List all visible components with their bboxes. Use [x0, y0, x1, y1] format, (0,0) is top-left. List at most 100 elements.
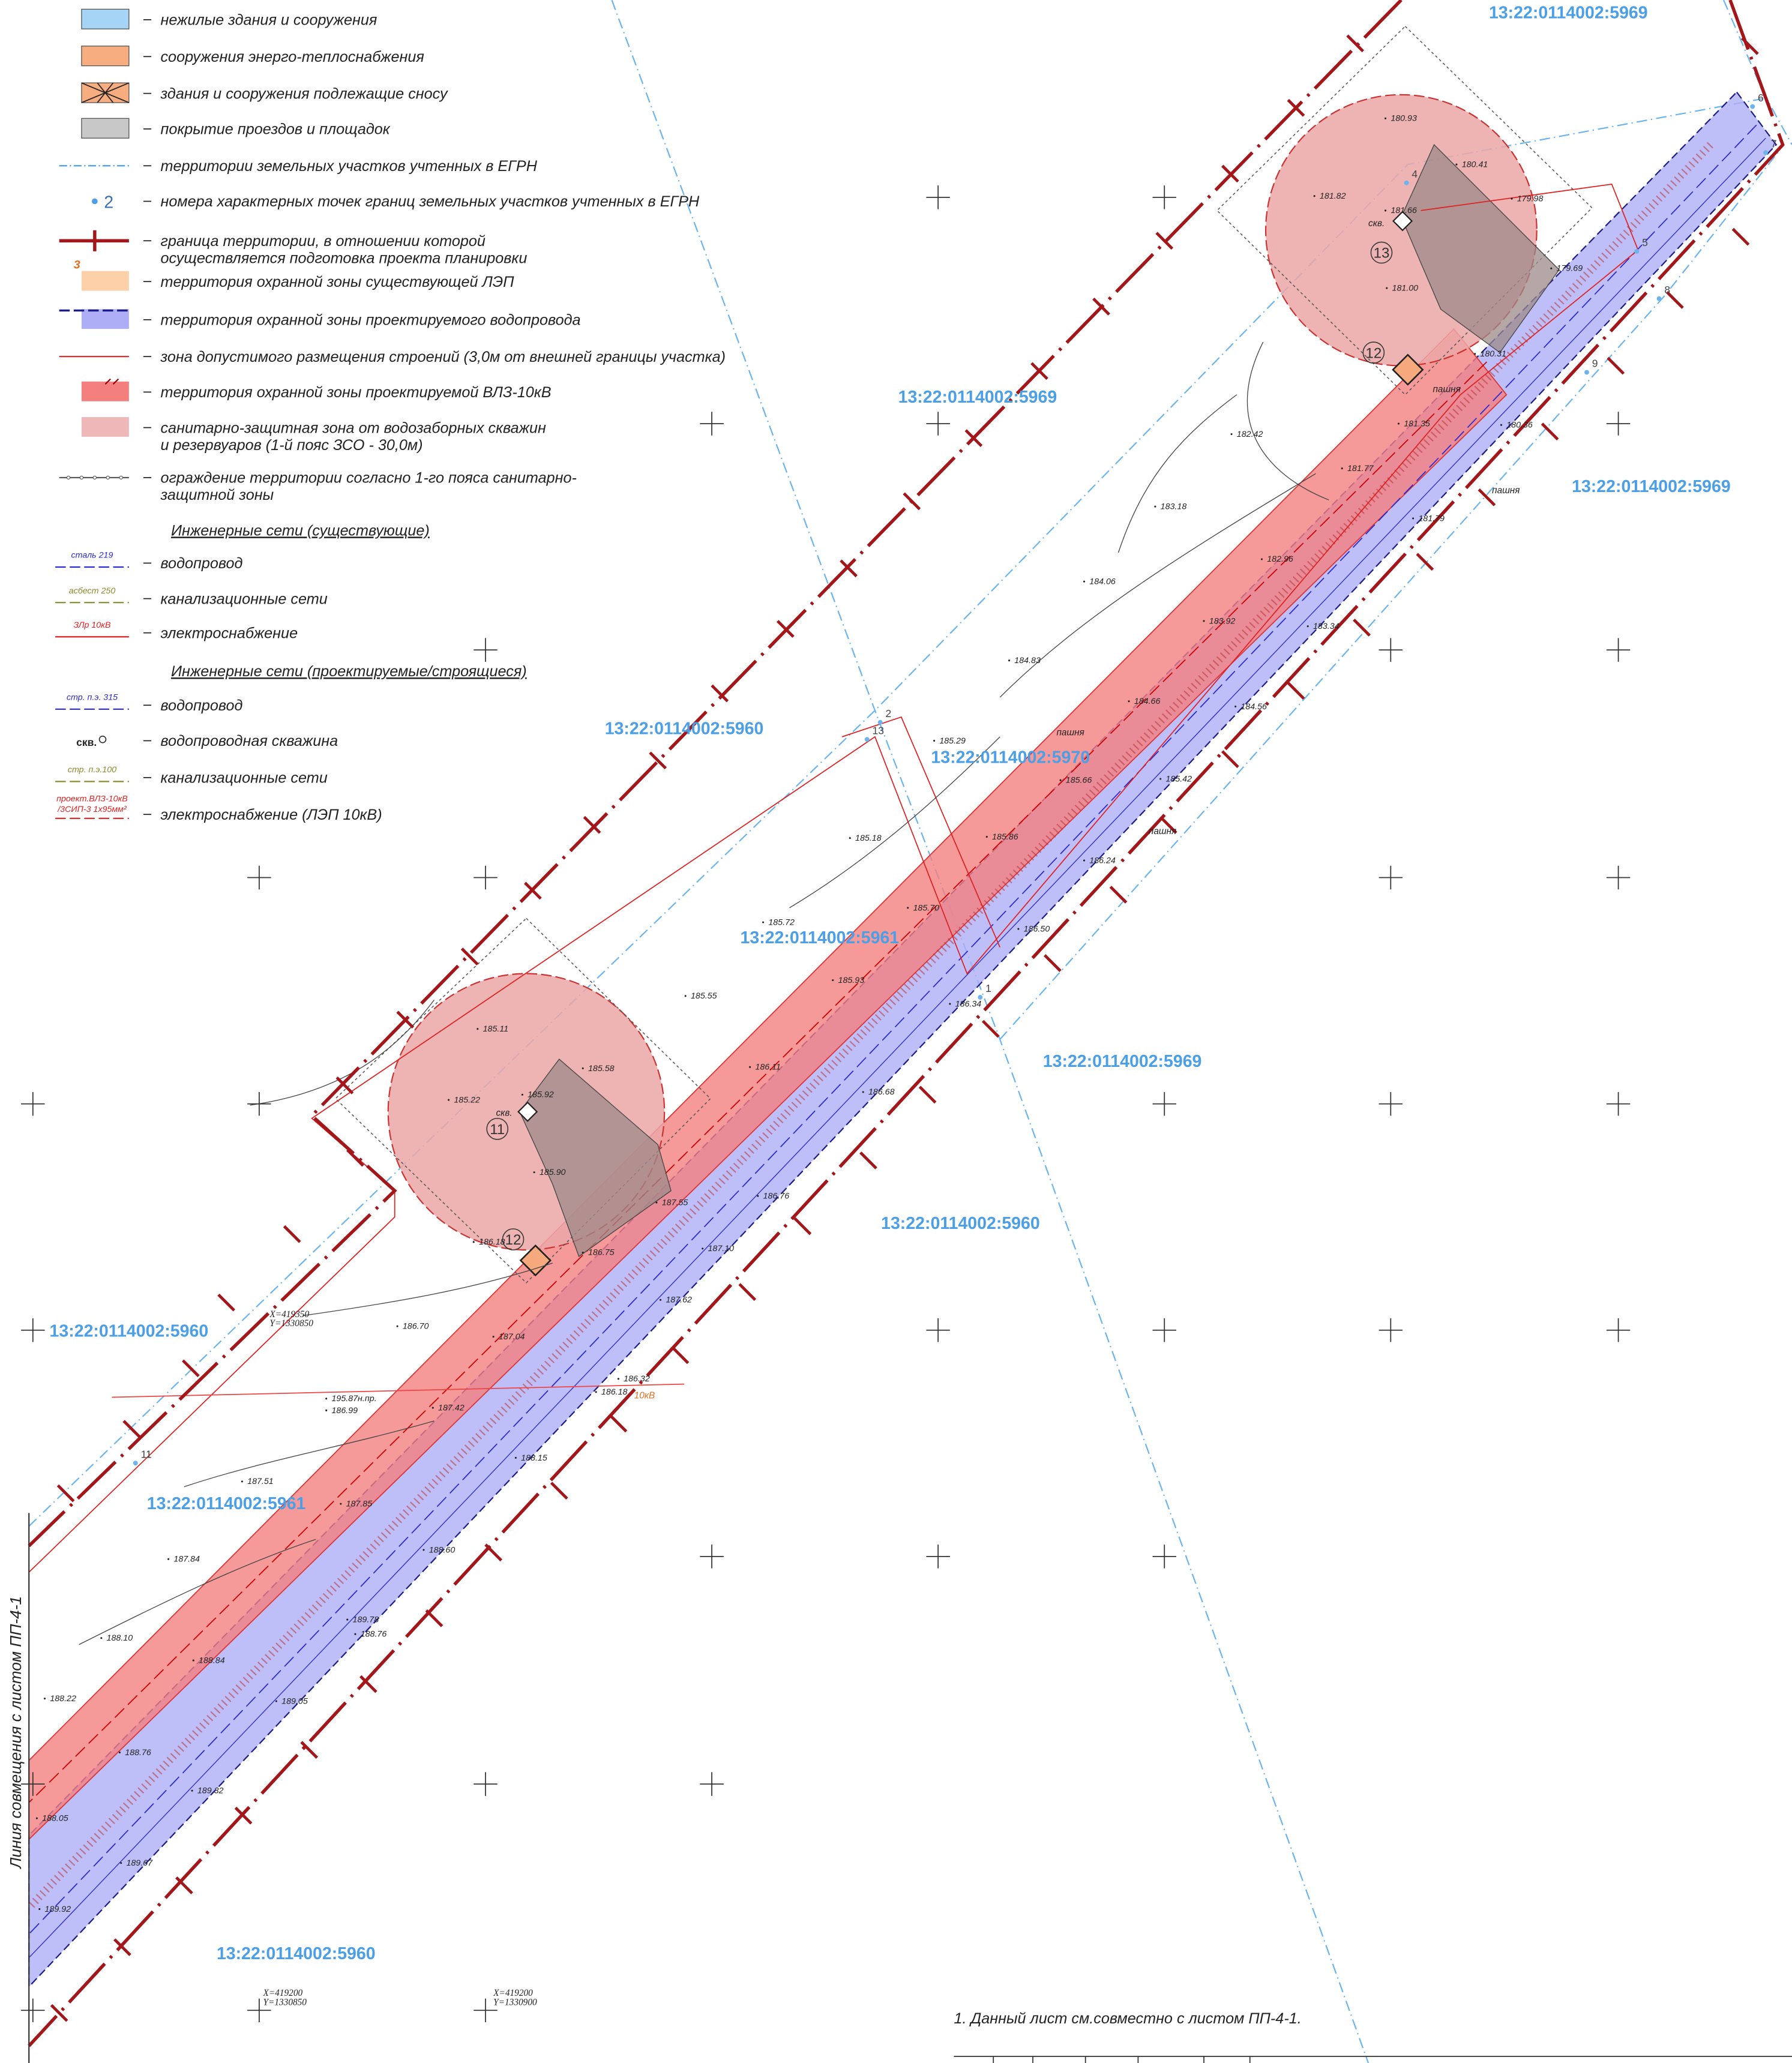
- parcel-label: 13:22:0114002:5969: [1489, 4, 1648, 23]
- water-pipe: [28, 124, 1757, 1935]
- elevation-label: 185.11: [483, 1024, 509, 1034]
- elevation-label: 185.18: [855, 833, 882, 843]
- legend-swatch: [81, 8, 130, 29]
- elevation-point: [1083, 580, 1086, 583]
- grid-cross: [1152, 1545, 1176, 1569]
- boundary-tick: [859, 1152, 877, 1170]
- legend-label: номера характерных точек границ земельны…: [160, 193, 700, 210]
- elevation-label: 181.66: [1391, 206, 1417, 215]
- elevation-point: [1511, 197, 1513, 200]
- legend-label: водопровод: [160, 697, 242, 714]
- elevation-label: 186.75: [588, 1248, 615, 1258]
- grid-cross: [1152, 1318, 1176, 1342]
- elevation-point: [1260, 558, 1263, 560]
- boundary-point: [1656, 296, 1662, 301]
- boundary-tick: [793, 1217, 812, 1236]
- boundary-tick: [1478, 488, 1496, 506]
- elevation-point: [933, 739, 936, 742]
- elevation-point: [1313, 195, 1315, 197]
- elevation-label: 189.92: [45, 1905, 71, 1914]
- elevation-label: 184.06: [1089, 577, 1116, 587]
- legend-label: нежилые здания и сооружения: [160, 12, 377, 29]
- boundary-tick: [1155, 232, 1174, 250]
- boundary-tick: [981, 1019, 1000, 1038]
- elevation-label: 186.24: [1089, 856, 1116, 865]
- grid-cross: [1379, 1092, 1403, 1116]
- boundary-tick: [1044, 954, 1062, 972]
- elevation-label: 188.60: [429, 1545, 456, 1555]
- elevation-label: 185.42: [1165, 774, 1192, 784]
- power-line: [28, 361, 1487, 1803]
- map-label: скв.: [496, 1108, 513, 1118]
- grid-cross: [1606, 1092, 1631, 1116]
- elevation-point: [595, 1391, 597, 1393]
- elevation-label: 187.42: [438, 1403, 465, 1413]
- point-number: 6: [1758, 92, 1764, 104]
- legend-dot: [119, 475, 123, 480]
- elevation-point: [1412, 517, 1415, 520]
- elevation-point: [1159, 778, 1162, 780]
- elevation-point: [1385, 117, 1387, 119]
- elevation-point: [192, 1659, 194, 1662]
- boundary-tick: [1287, 98, 1305, 117]
- boundary-tick: [175, 1876, 193, 1894]
- parcel-label: 13:22:0114002:5960: [881, 1214, 1040, 1233]
- elevation-label: 188.84: [199, 1656, 225, 1665]
- elevation-label: 181.00: [1392, 284, 1419, 293]
- boundary-tick: [583, 815, 601, 834]
- elevation-point: [1083, 859, 1086, 862]
- elevation-label: 182.96: [1267, 554, 1293, 564]
- grid-cross: [474, 1998, 498, 2023]
- boundary-tick: [738, 1283, 757, 1301]
- legend-label: территория охранной зоны проектируемой В…: [160, 384, 551, 401]
- legend-label: канализационные сети: [160, 590, 327, 607]
- grid-cross: [247, 1998, 271, 2023]
- legend-label: покрытие проездов и площадок: [160, 121, 390, 138]
- legend: нежилые здания и сооружения сооружения эн…: [55, 8, 726, 823]
- map-label: пашня: [1492, 485, 1520, 496]
- elevation-point: [477, 1028, 479, 1030]
- grid-cross: [926, 412, 950, 436]
- elevation-point: [44, 1698, 46, 1700]
- elevation-point: [660, 1299, 662, 1301]
- legend-hatch: [104, 378, 119, 385]
- legend-swatch: [81, 417, 129, 437]
- boundary-point: [864, 737, 870, 742]
- elevation-label: 180.41: [1462, 160, 1488, 169]
- point-number: 2: [885, 707, 891, 719]
- zone-number: 11: [490, 1122, 505, 1138]
- elevation-label: 187.04: [499, 1332, 525, 1342]
- legend-symbol-text: скв.: [76, 736, 97, 748]
- legend-dot: [79, 475, 84, 480]
- parcel-label: 13:22:0114002:5960: [50, 1322, 209, 1341]
- elevation-label: 188.22: [50, 1694, 76, 1704]
- boundary-tick: [776, 620, 795, 638]
- elevation-label: 189.67: [126, 1858, 153, 1868]
- elevation-point: [191, 1789, 193, 1792]
- grid-cross: [21, 1092, 45, 1116]
- legend-point: [92, 198, 98, 205]
- elevation-label: 186.76: [763, 1191, 790, 1201]
- power-building: [1392, 353, 1424, 386]
- elevation-point: [582, 1251, 584, 1254]
- grid-cross: [474, 865, 498, 890]
- point-number: 9: [1592, 358, 1598, 370]
- boundary-tick: [335, 1077, 354, 1095]
- sheet-note: 1. Данный лист см.совместно с листом ПП-…: [954, 2010, 1301, 2027]
- elevation-label: 185.66: [1066, 776, 1092, 785]
- elevation-point: [985, 835, 988, 838]
- boundary-tick: [1666, 291, 1684, 309]
- elevation-label: 186.18: [479, 1237, 505, 1247]
- fence: [1216, 25, 1593, 395]
- boundary-tick: [609, 1414, 628, 1433]
- elevation-point: [684, 995, 687, 997]
- elevation-point: [1341, 467, 1343, 470]
- boundary-tick: [1541, 422, 1559, 441]
- project-boundary: [28, 0, 1785, 2047]
- legend-label: зона допустимого размещения строений (3,…: [160, 349, 726, 365]
- elevation-label: 188.10: [107, 1633, 133, 1643]
- elevation-label: 181.82: [1320, 191, 1346, 201]
- zone-number: 12: [505, 1232, 522, 1248]
- legend-label: территории земельных участков учтенных в…: [160, 158, 537, 175]
- elevation-point: [1008, 659, 1011, 662]
